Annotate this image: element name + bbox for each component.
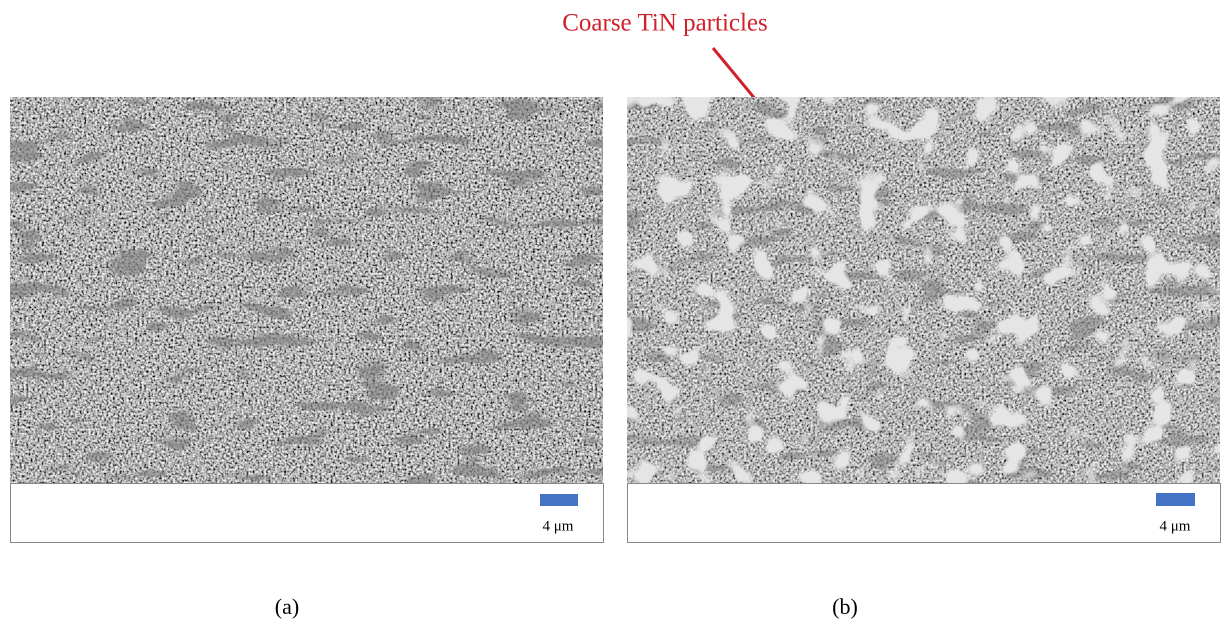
scale-bar xyxy=(540,494,578,506)
scale-label: 4 μm xyxy=(543,518,574,534)
panel-a: 4 μm (a) xyxy=(10,97,604,619)
scale-box xyxy=(10,483,604,543)
caption: (a) xyxy=(275,594,299,619)
scale-box xyxy=(627,483,1221,543)
micrograph-particles xyxy=(627,97,1220,483)
caption: (b) xyxy=(832,594,858,619)
panel-b: 4 μm (b) xyxy=(627,97,1221,619)
scale-bar xyxy=(1156,493,1195,506)
annotation: Coarse TiN particles xyxy=(562,10,768,37)
micrograph-dark xyxy=(10,97,603,483)
scale-label: 4 μm xyxy=(1160,518,1191,534)
